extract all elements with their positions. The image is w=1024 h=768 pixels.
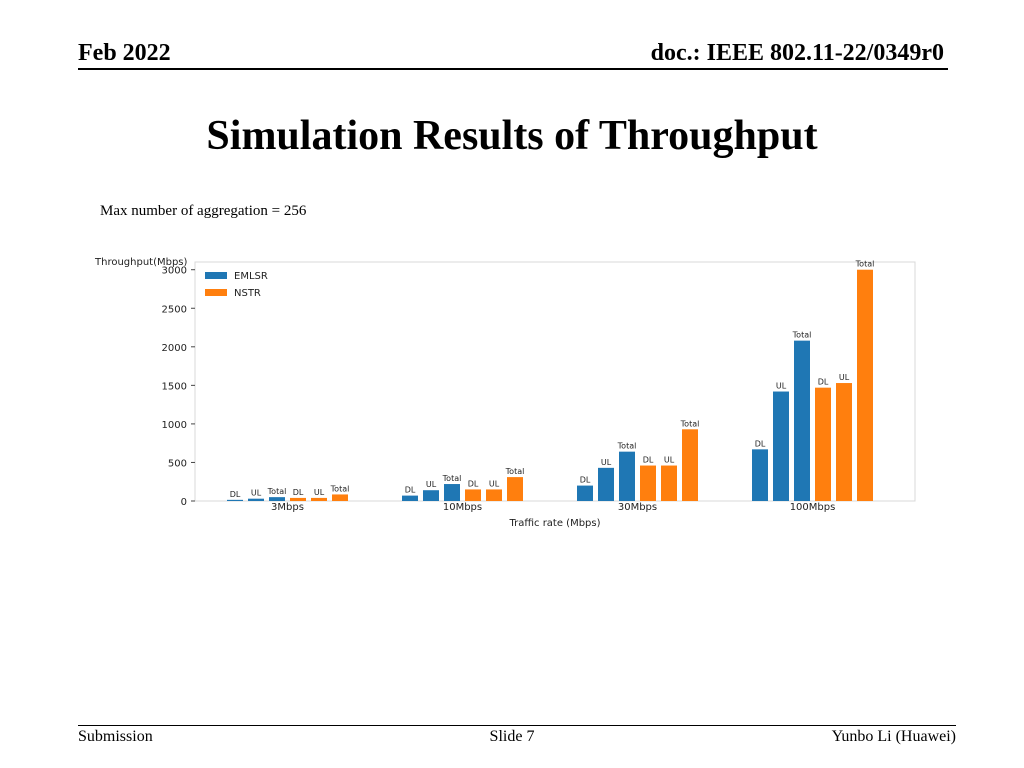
bar-label: UL (601, 458, 612, 467)
bar (598, 467, 614, 501)
bar (577, 485, 593, 501)
y-tick-label: 1000 (162, 420, 187, 431)
footer-slide-number: Slide 7 (489, 728, 535, 745)
slide-note: Max number of aggregation = 256 (100, 203, 307, 219)
bar-label: UL (314, 488, 325, 497)
bar-label: DL (293, 488, 304, 497)
legend-swatch-emlsr (205, 272, 227, 279)
footer-rule (78, 725, 956, 726)
y-tick-label: 2000 (162, 343, 187, 354)
bar-label: UL (251, 489, 262, 498)
bar (248, 498, 264, 501)
bar (794, 340, 810, 501)
bar-label: Total (792, 331, 812, 340)
y-tick-label: 3000 (162, 266, 187, 277)
y-tick-label: 500 (168, 458, 187, 469)
bar-label: Total (330, 484, 350, 493)
bar (507, 477, 523, 501)
bar-label: DL (580, 476, 591, 485)
y-tick-label: 2500 (162, 304, 187, 315)
bar (444, 484, 460, 501)
header-date: Feb 2022 (78, 40, 171, 66)
bar (332, 494, 348, 501)
y-tick-label: 0 (181, 497, 187, 508)
bar (227, 499, 243, 501)
bar-label: Total (617, 442, 637, 451)
x-tick-label: 10Mbps (443, 502, 482, 513)
bar (661, 465, 677, 501)
bar-label: Total (442, 474, 462, 483)
bar-label: UL (776, 382, 787, 391)
slide-title: Simulation Results of Throughput (206, 113, 818, 159)
footer-author: Yunbo Li (Huawei) (831, 728, 956, 745)
bar-label: Total (680, 419, 700, 428)
bar-label: UL (489, 479, 500, 488)
legend-label-nstr: NSTR (234, 288, 261, 299)
header-doc-id: doc.: IEEE 802.11-22/0349r0 (650, 40, 944, 66)
header-rule (78, 68, 948, 70)
bar (402, 495, 418, 501)
legend: EMLSR NSTR (205, 271, 268, 299)
bar (836, 383, 852, 501)
x-tick-label: 100Mbps (790, 502, 836, 513)
bar (752, 449, 768, 501)
plot-area (194, 261, 916, 502)
bar (269, 497, 285, 501)
bar-label: UL (664, 456, 675, 465)
bar-label: DL (468, 479, 479, 488)
legend-swatch-nstr (205, 289, 227, 296)
legend-label-emlsr: EMLSR (234, 271, 268, 282)
x-tick-label: 30Mbps (618, 502, 657, 513)
bar-label: DL (818, 378, 829, 387)
bar (423, 490, 439, 501)
bar-label: Total (267, 487, 287, 496)
bar-label: Total (855, 260, 875, 269)
bar (311, 497, 327, 501)
bar (465, 489, 481, 501)
bar (815, 387, 831, 501)
bar (773, 391, 789, 501)
bar (682, 429, 698, 501)
bar-label: Total (505, 467, 525, 476)
bar (290, 497, 306, 501)
bar-label: DL (230, 490, 241, 499)
bar (619, 451, 635, 501)
bar (857, 269, 873, 501)
y-tick-label: 1500 (162, 381, 187, 392)
bar-label: UL (426, 480, 437, 489)
bar-label: DL (405, 486, 416, 495)
throughput-chart: 0 500 1000 1500 2000 2500 3000 DL UL Total DL UL Tot… (94, 257, 916, 529)
bar-label: DL (643, 456, 654, 465)
footer-submission: Submission (78, 728, 153, 745)
x-axis-label: Traffic rate (Mbps) (508, 518, 600, 529)
bar (486, 489, 502, 501)
y-axis-label: Throughput(Mbps) (94, 257, 188, 268)
bar-label: DL (755, 439, 766, 448)
bar-label: UL (839, 373, 850, 382)
x-tick-label: 3Mbps (271, 502, 304, 513)
bar (640, 465, 656, 501)
